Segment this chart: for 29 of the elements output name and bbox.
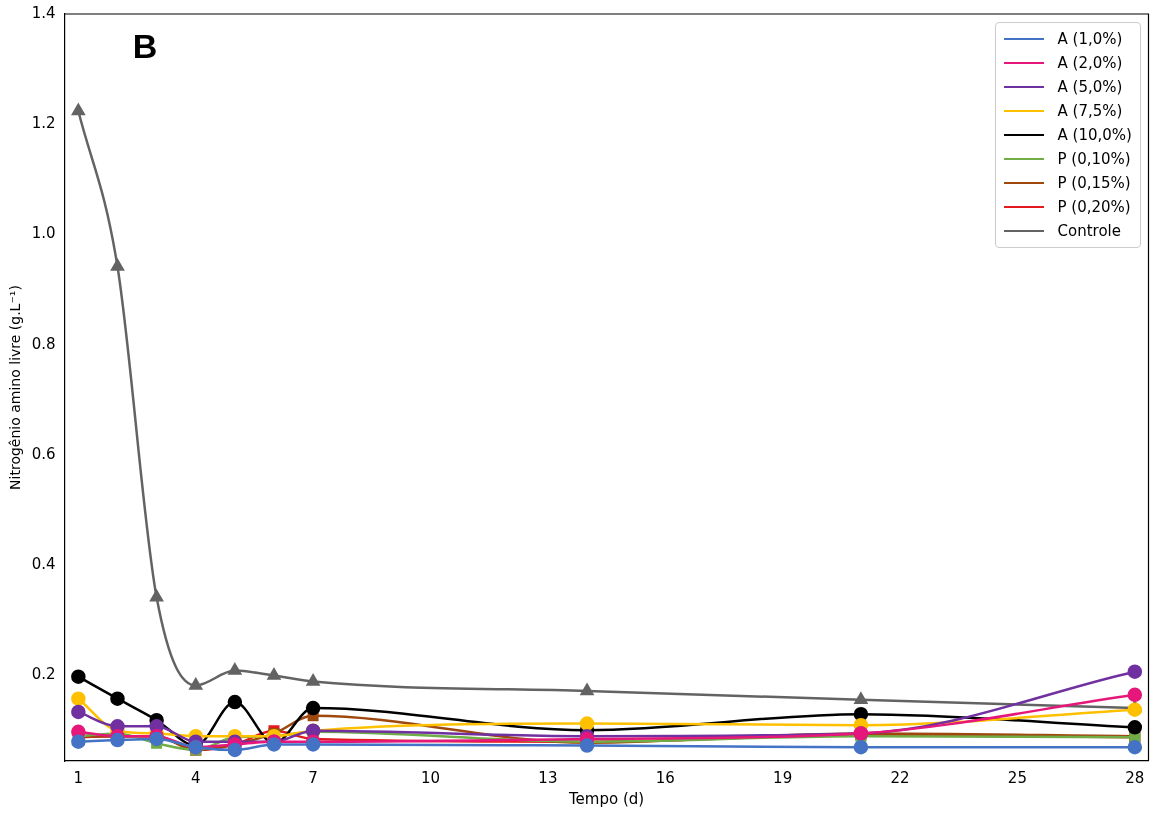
legend-label: A (7,5%) [1057,102,1123,120]
x-tick-label: 7 [308,768,318,787]
legend-label: P (0,20%) [1057,198,1131,216]
x-tick-label: 19 [773,768,793,787]
annotation: B [132,27,158,66]
y-tick-label: 1.4 [31,3,56,22]
legend-label: Controle [1057,222,1121,240]
x-tick-label: 10 [420,768,441,787]
legend-label: A (1,0%) [1057,30,1123,48]
x-tick-label: 1 [73,768,84,787]
y-tick-label: 1.0 [31,224,56,243]
x-tick-label: 4 [190,768,201,787]
legend-label: P (0,10%) [1057,150,1131,168]
x-tick-label: 22 [890,768,910,787]
legend-label: A (5,0%) [1057,78,1123,96]
y-tick-label: 1.2 [31,114,56,133]
y-tick-label: 0.8 [31,334,56,353]
legend-label: A (10,0%) [1057,126,1132,144]
legend-label: A (2,0%) [1057,54,1123,72]
x-tick-label: 28 [1125,768,1145,787]
y-axis-title: Nitrogênio amino livre (g.L⁻¹) [7,285,24,490]
y-tick-label: 0.2 [31,665,56,684]
x-tick-label: 16 [655,768,675,787]
x-tick-label: 13 [538,768,558,787]
x-tick-label: 25 [1007,768,1027,787]
y-tick-label: 0.4 [31,555,56,574]
x-axis-title: Tempo (d) [568,789,645,808]
legend-label: P (0,15%) [1057,174,1131,192]
y-tick-label: 0.6 [31,444,56,463]
